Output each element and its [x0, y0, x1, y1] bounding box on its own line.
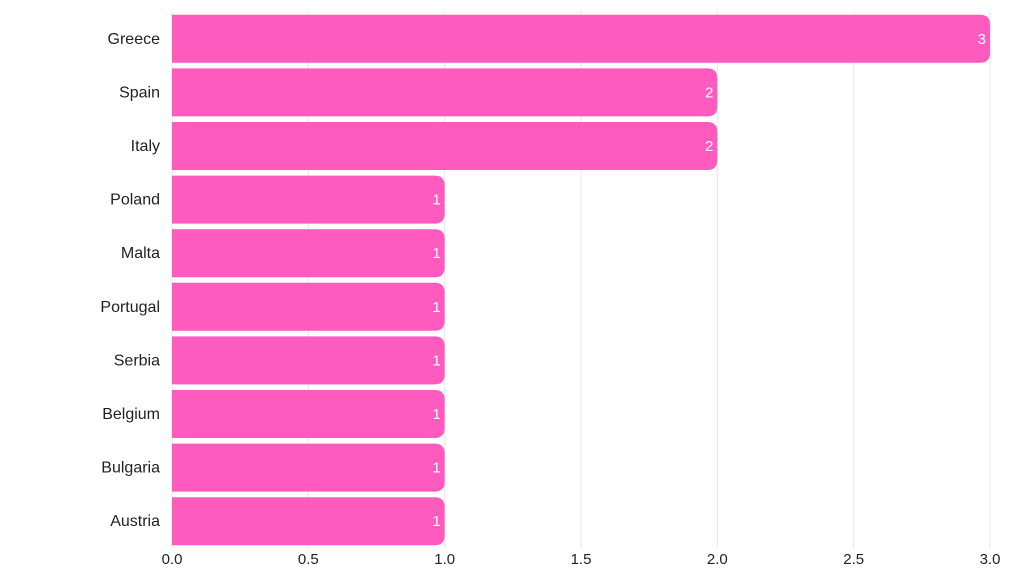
category-label: Greece: [108, 31, 161, 48]
category-label: Spain: [119, 84, 160, 101]
data-label: 1: [432, 352, 440, 369]
bar-portugal: [172, 282, 445, 331]
data-label: 1: [432, 460, 440, 477]
bar-bulgaria: [172, 443, 445, 492]
bar-belgium: [172, 390, 445, 438]
x-tick-label: 0.0: [162, 551, 183, 568]
bar-malta: [172, 229, 445, 278]
bar-austria: [172, 497, 445, 546]
x-tick-label: 3.0: [980, 551, 1001, 568]
bar-italy: [172, 122, 718, 170]
category-label: Bulgaria: [101, 460, 160, 477]
x-tick-label: 1.0: [434, 551, 455, 568]
bars-layer: 3 2 2 1 1 1 1 1 1 1: [172, 14, 990, 546]
bar-serbia: [172, 336, 445, 385]
category-label: Portugal: [100, 299, 160, 316]
x-tick-label: 0.5: [298, 551, 319, 568]
x-axis-ticks-layer: 0.0 0.5 1.0 1.5 2.0 2.5 3.0: [162, 551, 1001, 568]
bar-greece: [172, 14, 990, 63]
category-label: Italy: [131, 138, 160, 155]
data-label: 1: [432, 245, 440, 262]
category-label: Belgium: [102, 406, 160, 423]
bar-spain: [172, 68, 718, 117]
category-label: Serbia: [114, 352, 160, 369]
x-tick-label: 2.0: [707, 551, 728, 568]
data-label: 2: [705, 84, 713, 101]
x-tick-label: 2.5: [843, 551, 864, 568]
data-label: 1: [432, 299, 440, 316]
data-label: 1: [432, 513, 440, 530]
data-label: 3: [978, 31, 986, 48]
category-label: Austria: [110, 513, 160, 530]
data-label: 1: [432, 192, 440, 209]
data-label: 1: [432, 406, 440, 423]
data-label: 2: [705, 138, 713, 155]
x-tick-label: 1.5: [571, 551, 592, 568]
category-label: Poland: [110, 192, 160, 209]
category-labels-layer: Greece Spain Italy Poland Malta Portugal Serbi…: [100, 31, 160, 530]
category-label: Malta: [121, 245, 160, 262]
bar-poland: [172, 175, 445, 224]
